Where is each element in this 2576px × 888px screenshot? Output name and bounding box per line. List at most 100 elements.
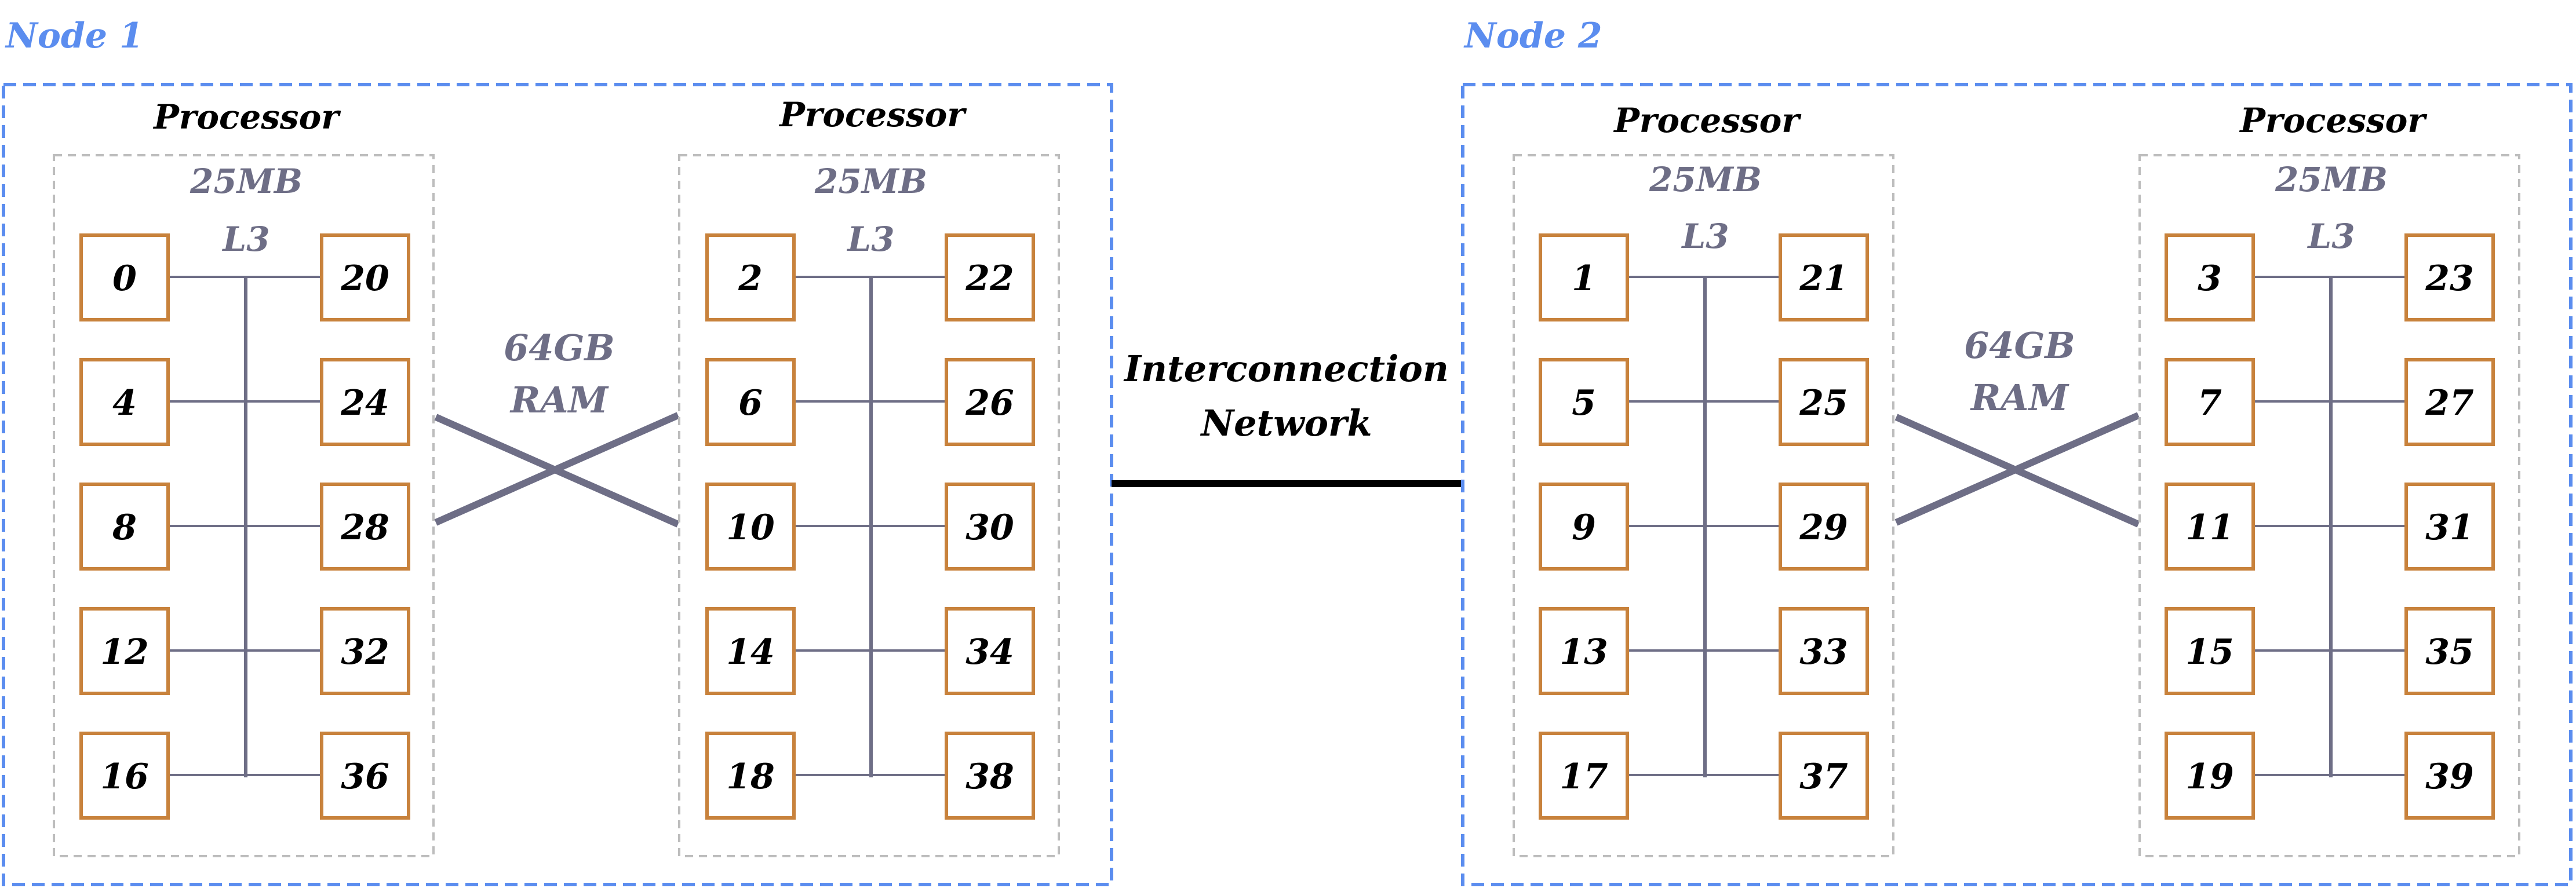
- core: 18: [705, 732, 796, 820]
- core: 26: [945, 358, 1035, 446]
- core: 22: [945, 233, 1035, 321]
- svg-text:27: 27: [2425, 383, 2474, 423]
- ram-size-label: 64GB: [1964, 324, 2075, 367]
- svg-text:37: 37: [1799, 757, 1848, 797]
- core: 4: [79, 358, 170, 446]
- svg-text:15: 15: [2185, 632, 2234, 673]
- ram-link: [434, 412, 680, 526]
- ram-size-label: 64GB: [504, 327, 615, 369]
- core: 17: [1539, 732, 1629, 820]
- processor-border: [1513, 154, 1894, 857]
- node-1-processor-2: Processor 25MB L3 2 6 10 14 18 22 26 30 …: [678, 95, 1060, 857]
- core: 23: [2404, 233, 2495, 321]
- processor-label: Processor: [152, 97, 341, 137]
- ram-label: RAM: [1970, 377, 2070, 419]
- cache-size-label: 25MB: [814, 162, 927, 201]
- core: 9: [1539, 483, 1629, 571]
- svg-text:17: 17: [1560, 757, 1608, 797]
- svg-text:6: 6: [738, 383, 763, 423]
- svg-text:5: 5: [1572, 383, 1596, 423]
- svg-text:29: 29: [1799, 507, 1848, 548]
- svg-text:28: 28: [340, 507, 389, 548]
- node-2-border: [1461, 83, 2573, 886]
- cache-level-label: L3: [2307, 217, 2355, 256]
- core: 27: [2404, 358, 2495, 446]
- core: 6: [705, 358, 796, 446]
- svg-text:26: 26: [965, 383, 1014, 423]
- core: 2: [705, 233, 796, 321]
- svg-text:1: 1: [1572, 258, 1596, 299]
- core: 21: [1779, 233, 1869, 321]
- svg-text:16: 16: [100, 757, 149, 797]
- ram-link: [1894, 412, 2140, 526]
- svg-text:23: 23: [2425, 258, 2474, 299]
- svg-text:24: 24: [340, 383, 389, 423]
- core: 5: [1539, 358, 1629, 446]
- processor-label: Processor: [778, 95, 967, 134]
- svg-text:13: 13: [1560, 632, 1608, 673]
- core: 39: [2404, 732, 2495, 820]
- processor-border: [2138, 154, 2520, 857]
- core: 38: [945, 732, 1035, 820]
- interconnect-label-line2: Network: [1200, 402, 1372, 444]
- svg-text:7: 7: [2198, 383, 2222, 423]
- svg-text:10: 10: [726, 507, 775, 548]
- core: 13: [1539, 607, 1629, 695]
- core: 11: [2165, 483, 2255, 571]
- core: 36: [320, 732, 410, 820]
- cache-level-label: L3: [1681, 217, 1729, 256]
- core: 1: [1539, 233, 1629, 321]
- cache-size-label: 25MB: [190, 162, 303, 201]
- svg-text:11: 11: [2185, 507, 2234, 548]
- core: 31: [2404, 483, 2495, 571]
- node-1-label: Node 1: [5, 16, 144, 56]
- svg-text:8: 8: [112, 507, 137, 548]
- core: 34: [945, 607, 1035, 695]
- svg-text:14: 14: [726, 632, 775, 673]
- node-2: Node 2 Processor 25MB L3 1 5 9 13 17 21 …: [1461, 16, 2573, 886]
- svg-text:19: 19: [2185, 757, 2234, 797]
- core: 3: [2165, 233, 2255, 321]
- cache-level-label: L3: [846, 220, 894, 259]
- core: 7: [2165, 358, 2255, 446]
- core: 24: [320, 358, 410, 446]
- core: 8: [79, 483, 170, 571]
- svg-text:4: 4: [112, 383, 137, 423]
- cache-size-label: 25MB: [1649, 160, 1762, 199]
- core: 30: [945, 483, 1035, 571]
- svg-text:3: 3: [2198, 258, 2222, 299]
- core: 20: [320, 233, 410, 321]
- cache-size-label: 25MB: [2275, 160, 2388, 199]
- svg-text:12: 12: [100, 632, 149, 673]
- svg-text:18: 18: [726, 757, 775, 797]
- svg-text:20: 20: [340, 258, 389, 299]
- core: 32: [320, 607, 410, 695]
- cache-level-label: L3: [221, 220, 269, 259]
- processor-label: Processor: [1613, 101, 1802, 140]
- node-2-ram: 64GB RAM: [1894, 324, 2140, 528]
- core: 0: [79, 233, 170, 321]
- interconnect-label-line1: Interconnection: [1123, 348, 1449, 390]
- node-1: Node 1 Processor 25MB L3 0 4 8 12 16 20 …: [2, 16, 1113, 886]
- core: 14: [705, 607, 796, 695]
- svg-text:0: 0: [112, 258, 137, 299]
- svg-text:2: 2: [738, 258, 763, 299]
- svg-text:35: 35: [2425, 632, 2474, 673]
- node-2-label: Node 2: [1463, 16, 1602, 56]
- core: 33: [1779, 607, 1869, 695]
- core: 15: [2165, 607, 2255, 695]
- svg-text:39: 39: [2425, 757, 2474, 797]
- ram-label: RAM: [509, 379, 610, 421]
- svg-text:32: 32: [341, 632, 389, 673]
- svg-text:30: 30: [965, 507, 1014, 548]
- svg-text:25: 25: [1799, 383, 1848, 423]
- core: 37: [1779, 732, 1869, 820]
- processor-label: Processor: [2239, 101, 2428, 140]
- svg-text:31: 31: [2425, 507, 2474, 548]
- core: 35: [2404, 607, 2495, 695]
- node-2-processor-2: Processor 25MB L3 3 7 11 15 19 23 27 31 …: [2138, 101, 2520, 857]
- svg-text:22: 22: [965, 258, 1014, 299]
- core: 25: [1779, 358, 1869, 446]
- processor-border: [678, 154, 1060, 857]
